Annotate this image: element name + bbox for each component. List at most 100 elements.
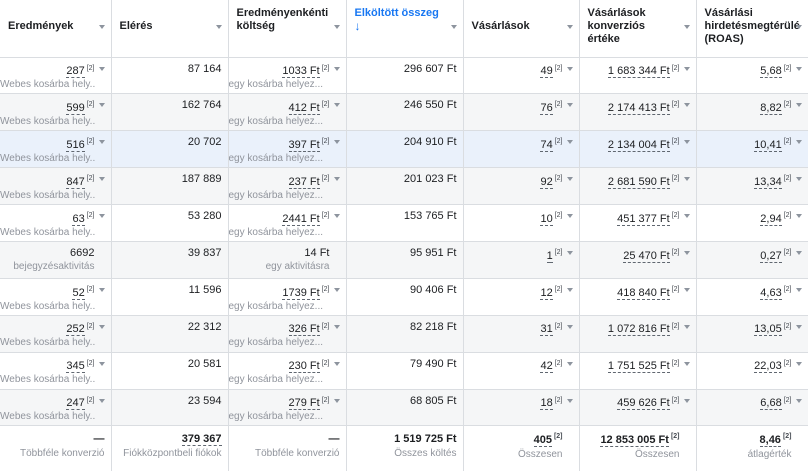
- chevron-down-icon[interactable]: [98, 324, 105, 329]
- table-row[interactable]: 6692 bejegyzésaktivitás 39 837 14 Ft egy akt…: [0, 241, 808, 279]
- cell-value[interactable]: 459 626 Ft: [617, 397, 670, 411]
- chevron-down-icon[interactable]: [683, 177, 690, 182]
- chevron-down-icon[interactable]: [333, 287, 340, 292]
- cell-value[interactable]: 25 470 Ft: [623, 249, 670, 263]
- chevron-down-icon[interactable]: [566, 250, 573, 255]
- chevron-down-icon[interactable]: [795, 214, 802, 219]
- chevron-down-icon[interactable]: [683, 324, 690, 329]
- chevron-down-icon[interactable]: [683, 361, 690, 366]
- chevron-down-icon[interactable]: [333, 361, 340, 366]
- chevron-down-icon[interactable]: [683, 287, 690, 292]
- column-header-3[interactable]: Eredményenkénti költség: [228, 0, 347, 58]
- cell-value[interactable]: 31: [540, 323, 553, 337]
- chevron-down-icon[interactable]: [566, 398, 573, 403]
- cell-value[interactable]: 279 Ft: [288, 397, 320, 411]
- column-menu-chevron-icon[interactable]: [566, 25, 573, 29]
- cell-value[interactable]: 516: [66, 138, 85, 152]
- cell-value[interactable]: 74: [540, 138, 553, 152]
- chevron-down-icon[interactable]: [98, 103, 105, 108]
- cell-value[interactable]: 76: [540, 102, 553, 116]
- cell-value[interactable]: 2 174 413 Ft: [607, 102, 670, 116]
- cell-value[interactable]: 49: [540, 65, 553, 79]
- column-header-7[interactable]: Vásárlási hirdetésmegtérülé (ROAS): [696, 0, 808, 58]
- chevron-down-icon[interactable]: [98, 287, 105, 292]
- chevron-down-icon[interactable]: [795, 177, 802, 182]
- chevron-down-icon[interactable]: [683, 214, 690, 219]
- cell-value[interactable]: 0,27: [760, 249, 782, 263]
- cell-value[interactable]: 2 681 590 Ft: [607, 175, 670, 189]
- table-row[interactable]: 516 [2] Webes kosárba hely... 20 702 397 Ft[…: [0, 130, 808, 169]
- chevron-down-icon[interactable]: [795, 361, 802, 366]
- chevron-down-icon[interactable]: [333, 324, 340, 329]
- chevron-down-icon[interactable]: [98, 214, 105, 219]
- cell-value[interactable]: 8,82: [760, 102, 782, 116]
- chevron-down-icon[interactable]: [683, 140, 690, 145]
- cell-value[interactable]: 10: [540, 212, 553, 226]
- chevron-down-icon[interactable]: [333, 398, 340, 403]
- cell-value[interactable]: 12: [540, 286, 553, 300]
- chevron-down-icon[interactable]: [795, 103, 802, 108]
- chevron-down-icon[interactable]: [98, 140, 105, 145]
- cell-value[interactable]: 5,68: [760, 65, 782, 79]
- chevron-down-icon[interactable]: [333, 214, 340, 219]
- cell-value[interactable]: 230 Ft: [288, 360, 320, 374]
- column-header-1[interactable]: Eredmények: [0, 0, 112, 58]
- table-row[interactable]: 287 [2] Webes kosárba hely... 87 164 1033 Ft…: [0, 57, 808, 95]
- cell-value[interactable]: 287: [66, 65, 85, 79]
- cell-value[interactable]: 52: [72, 286, 85, 300]
- cell-value[interactable]: 847: [66, 175, 85, 189]
- table-row[interactable]: 345 [2] Webes kosárba hely... 20 581 230 Ft[…: [0, 352, 808, 390]
- column-menu-chevron-icon[interactable]: [215, 25, 222, 29]
- chevron-down-icon[interactable]: [98, 398, 105, 403]
- chevron-down-icon[interactable]: [98, 177, 105, 182]
- cell-value[interactable]: 22,03: [754, 360, 782, 374]
- cell-value[interactable]: 247: [66, 397, 85, 411]
- cell-value[interactable]: 379 367: [181, 433, 222, 447]
- cell-value[interactable]: 405: [533, 434, 552, 448]
- chevron-down-icon[interactable]: [683, 398, 690, 403]
- cell-value[interactable]: 10,41: [754, 138, 782, 152]
- cell-value[interactable]: 1033 Ft: [282, 65, 320, 79]
- chevron-down-icon[interactable]: [795, 140, 802, 145]
- cell-value[interactable]: 326 Ft: [288, 323, 320, 337]
- chevron-down-icon[interactable]: [566, 103, 573, 108]
- cell-value[interactable]: 1 072 816 Ft: [607, 323, 670, 337]
- chevron-down-icon[interactable]: [683, 66, 690, 71]
- chevron-down-icon[interactable]: [98, 66, 105, 71]
- cell-value[interactable]: 1739 Ft: [282, 286, 320, 300]
- chevron-down-icon[interactable]: [795, 287, 802, 292]
- column-header-5[interactable]: Vásárlások: [463, 0, 580, 58]
- cell-value[interactable]: 412 Ft: [288, 102, 320, 116]
- table-row[interactable]: 52 [2] Webes kosárba hely... 11 596 1739 Ft[…: [0, 278, 808, 316]
- table-row[interactable]: 252 [2] Webes kosárba hely... 22 312 326 Ft[…: [0, 315, 808, 353]
- chevron-down-icon[interactable]: [683, 250, 690, 255]
- cell-value[interactable]: 1: [546, 249, 553, 263]
- chevron-down-icon[interactable]: [566, 66, 573, 71]
- cell-value[interactable]: 63: [72, 212, 85, 226]
- cell-value[interactable]: 397 Ft: [288, 138, 320, 152]
- chevron-down-icon[interactable]: [333, 177, 340, 182]
- cell-value[interactable]: 6,68: [760, 397, 782, 411]
- chevron-down-icon[interactable]: [566, 177, 573, 182]
- chevron-down-icon[interactable]: [333, 140, 340, 145]
- table-row[interactable]: 63 [2] Webes kosárba hely... 53 280 2441 Ft[…: [0, 204, 808, 242]
- cell-value[interactable]: 92: [540, 175, 553, 189]
- cell-value[interactable]: 345: [66, 360, 85, 374]
- cell-value[interactable]: 451 377 Ft: [617, 212, 670, 226]
- chevron-down-icon[interactable]: [566, 361, 573, 366]
- cell-value[interactable]: 1 683 344 Ft: [607, 65, 670, 79]
- chevron-down-icon[interactable]: [333, 66, 340, 71]
- table-row[interactable]: 599 [2] Webes kosárba hely... 162 764 412 Ft…: [0, 93, 808, 132]
- cell-value[interactable]: 13,05: [754, 323, 782, 337]
- cell-value[interactable]: 12 853 005 Ft: [600, 434, 669, 448]
- column-menu-chevron-icon[interactable]: [450, 25, 457, 29]
- cell-value[interactable]: 42: [540, 360, 553, 374]
- cell-value[interactable]: 18: [540, 397, 553, 411]
- chevron-down-icon[interactable]: [795, 250, 802, 255]
- column-header-6[interactable]: Vásárlások konverziós értéke: [579, 0, 697, 58]
- cell-value[interactable]: 13,34: [754, 175, 782, 189]
- chevron-down-icon[interactable]: [98, 361, 105, 366]
- chevron-down-icon[interactable]: [566, 324, 573, 329]
- column-header-4[interactable]: Elköltött összeg ↓: [346, 0, 464, 58]
- cell-value[interactable]: 8,46: [759, 434, 781, 448]
